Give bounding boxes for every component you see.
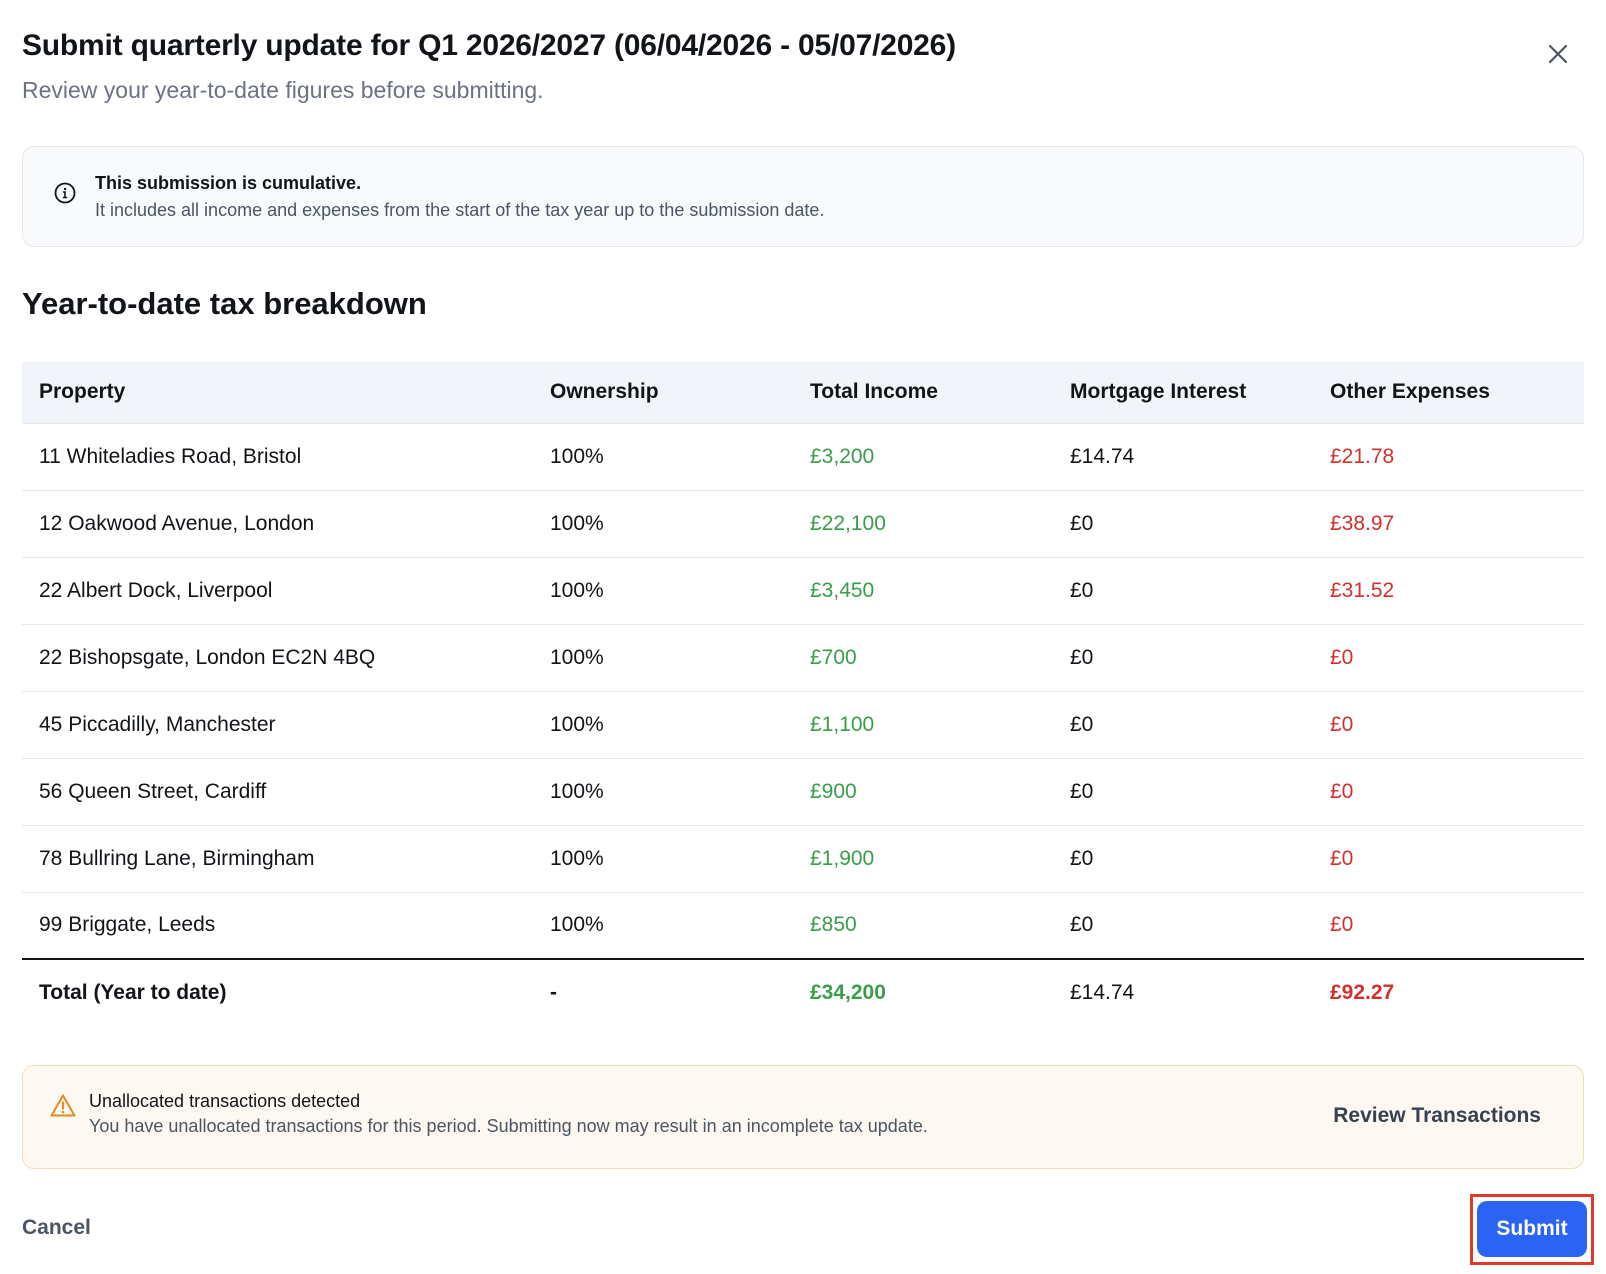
column-header-ownership: Ownership bbox=[533, 362, 793, 424]
table-row: 22 Albert Dock, Liverpool 100% £3,450 £0… bbox=[22, 557, 1584, 624]
income-cell: £3,200 bbox=[810, 444, 875, 468]
submit-button[interactable]: Submit bbox=[1477, 1201, 1587, 1257]
info-icon bbox=[53, 181, 77, 205]
review-transactions-button[interactable]: Review Transactions bbox=[1333, 1102, 1541, 1130]
mortgage-cell: £0 bbox=[1070, 578, 1094, 602]
close-icon bbox=[1540, 36, 1576, 72]
warning-text: You have unallocated transactions for th… bbox=[89, 1116, 928, 1136]
mortgage-cell: £0 bbox=[1070, 645, 1094, 669]
total-label: Total (Year to date) bbox=[39, 981, 227, 1004]
income-cell: £22,100 bbox=[810, 511, 886, 535]
column-header-mortgage-interest: Mortgage Interest bbox=[1053, 362, 1313, 424]
income-cell: £3,450 bbox=[810, 578, 875, 602]
mortgage-cell: £0 bbox=[1070, 846, 1094, 870]
mortgage-cell: £0 bbox=[1070, 779, 1094, 803]
unallocated-warning-banner: Unallocated transactions detected You ha… bbox=[22, 1065, 1584, 1169]
expenses-cell: £38.97 bbox=[1330, 511, 1395, 535]
table-header-row: Property Ownership Total Income Mortgage… bbox=[22, 362, 1584, 424]
mortgage-cell: £0 bbox=[1070, 913, 1094, 937]
income-cell: £700 bbox=[810, 645, 857, 669]
total-expenses: £92.27 bbox=[1330, 981, 1395, 1004]
ownership-cell: 100% bbox=[550, 846, 604, 870]
income-cell: £1,100 bbox=[810, 712, 875, 736]
income-cell: £1,900 bbox=[810, 846, 875, 870]
property-cell: 12 Oakwood Avenue, London bbox=[39, 511, 315, 535]
expenses-cell: £0 bbox=[1330, 712, 1354, 736]
warning-title: Unallocated transactions detected bbox=[89, 1091, 361, 1111]
table-row: 56 Queen Street, Cardiff 100% £900 £0 £0 bbox=[22, 758, 1584, 825]
ownership-cell: 100% bbox=[550, 779, 604, 803]
property-cell: 56 Queen Street, Cardiff bbox=[39, 779, 267, 803]
expenses-cell: £31.52 bbox=[1330, 578, 1395, 602]
info-text: It includes all income and expenses from… bbox=[95, 200, 825, 220]
mortgage-cell: £0 bbox=[1070, 511, 1094, 535]
expenses-cell: £21.78 bbox=[1330, 444, 1395, 468]
table-row: 45 Piccadilly, Manchester 100% £1,100 £0… bbox=[22, 691, 1584, 758]
income-cell: £900 bbox=[810, 779, 857, 803]
mortgage-cell: £14.74 bbox=[1070, 444, 1135, 468]
property-cell: 22 Bishopsgate, London EC2N 4BQ bbox=[39, 645, 376, 669]
cancel-button[interactable]: Cancel bbox=[22, 1214, 91, 1242]
ownership-cell: 100% bbox=[550, 645, 604, 669]
ownership-cell: 100% bbox=[550, 511, 604, 535]
total-mortgage: £14.74 bbox=[1070, 981, 1135, 1004]
expenses-cell: £0 bbox=[1330, 913, 1354, 937]
total-ownership: - bbox=[550, 981, 557, 1004]
breakdown-heading: Year-to-date tax breakdown bbox=[22, 286, 427, 321]
ownership-cell: 100% bbox=[550, 444, 604, 468]
total-income: £34,200 bbox=[810, 981, 886, 1004]
ownership-cell: 100% bbox=[550, 913, 604, 937]
expenses-cell: £0 bbox=[1330, 645, 1354, 669]
tax-breakdown-table: Property Ownership Total Income Mortgage… bbox=[22, 362, 1584, 1026]
warning-icon bbox=[49, 1092, 77, 1120]
property-cell: 45 Piccadilly, Manchester bbox=[39, 712, 276, 736]
income-cell: £850 bbox=[810, 913, 857, 937]
table-row: 11 Whiteladies Road, Bristol 100% £3,200… bbox=[22, 423, 1584, 490]
expenses-cell: £0 bbox=[1330, 846, 1354, 870]
dialog-title: Submit quarterly update for Q1 2026/2027… bbox=[22, 29, 956, 62]
mortgage-cell: £0 bbox=[1070, 712, 1094, 736]
property-cell: 11 Whiteladies Road, Bristol bbox=[39, 444, 302, 468]
expenses-cell: £0 bbox=[1330, 779, 1354, 803]
table-row: 22 Bishopsgate, London EC2N 4BQ 100% £70… bbox=[22, 624, 1584, 691]
table-row: 99 Briggate, Leeds 100% £850 £0 £0 bbox=[22, 892, 1584, 959]
ownership-cell: 100% bbox=[550, 578, 604, 602]
ownership-cell: 100% bbox=[550, 712, 604, 736]
table-row: 78 Bullring Lane, Birmingham 100% £1,900… bbox=[22, 825, 1584, 892]
submit-highlight-frame bbox=[1470, 1194, 1594, 1265]
table-row: 12 Oakwood Avenue, London 100% £22,100 £… bbox=[22, 490, 1584, 557]
column-header-other-expenses: Other Expenses bbox=[1313, 362, 1584, 424]
property-cell: 99 Briggate, Leeds bbox=[39, 913, 216, 937]
cumulative-info-banner: This submission is cumulative. It includ… bbox=[22, 146, 1584, 247]
column-header-property: Property bbox=[22, 362, 533, 424]
dialog-subtitle: Review your year-to-date figures before … bbox=[22, 77, 544, 103]
info-title: This submission is cumulative. bbox=[95, 173, 362, 193]
column-header-total-income: Total Income bbox=[793, 362, 1053, 424]
property-cell: 78 Bullring Lane, Birmingham bbox=[39, 846, 315, 870]
total-row: Total (Year to date) - £34,200 £14.74 £9… bbox=[22, 959, 1584, 1026]
property-cell: 22 Albert Dock, Liverpool bbox=[39, 578, 273, 602]
close-button[interactable] bbox=[1540, 36, 1576, 72]
